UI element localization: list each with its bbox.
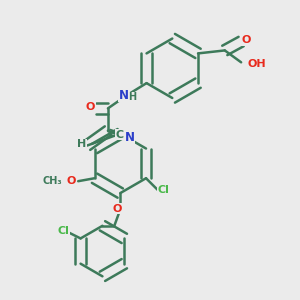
Text: C: C (116, 130, 124, 140)
Text: Cl: Cl (157, 185, 169, 195)
Text: O: O (86, 103, 95, 112)
Text: O: O (112, 204, 122, 214)
Text: CH₃: CH₃ (42, 176, 62, 186)
Text: H: H (128, 92, 136, 102)
Text: N: N (119, 88, 129, 101)
Text: O: O (242, 35, 251, 45)
Text: N: N (124, 131, 135, 144)
Text: Cl: Cl (57, 226, 69, 236)
Text: OH: OH (247, 59, 266, 69)
Text: N: N (126, 132, 135, 142)
Text: O: O (66, 176, 75, 186)
Text: H: H (77, 139, 86, 149)
